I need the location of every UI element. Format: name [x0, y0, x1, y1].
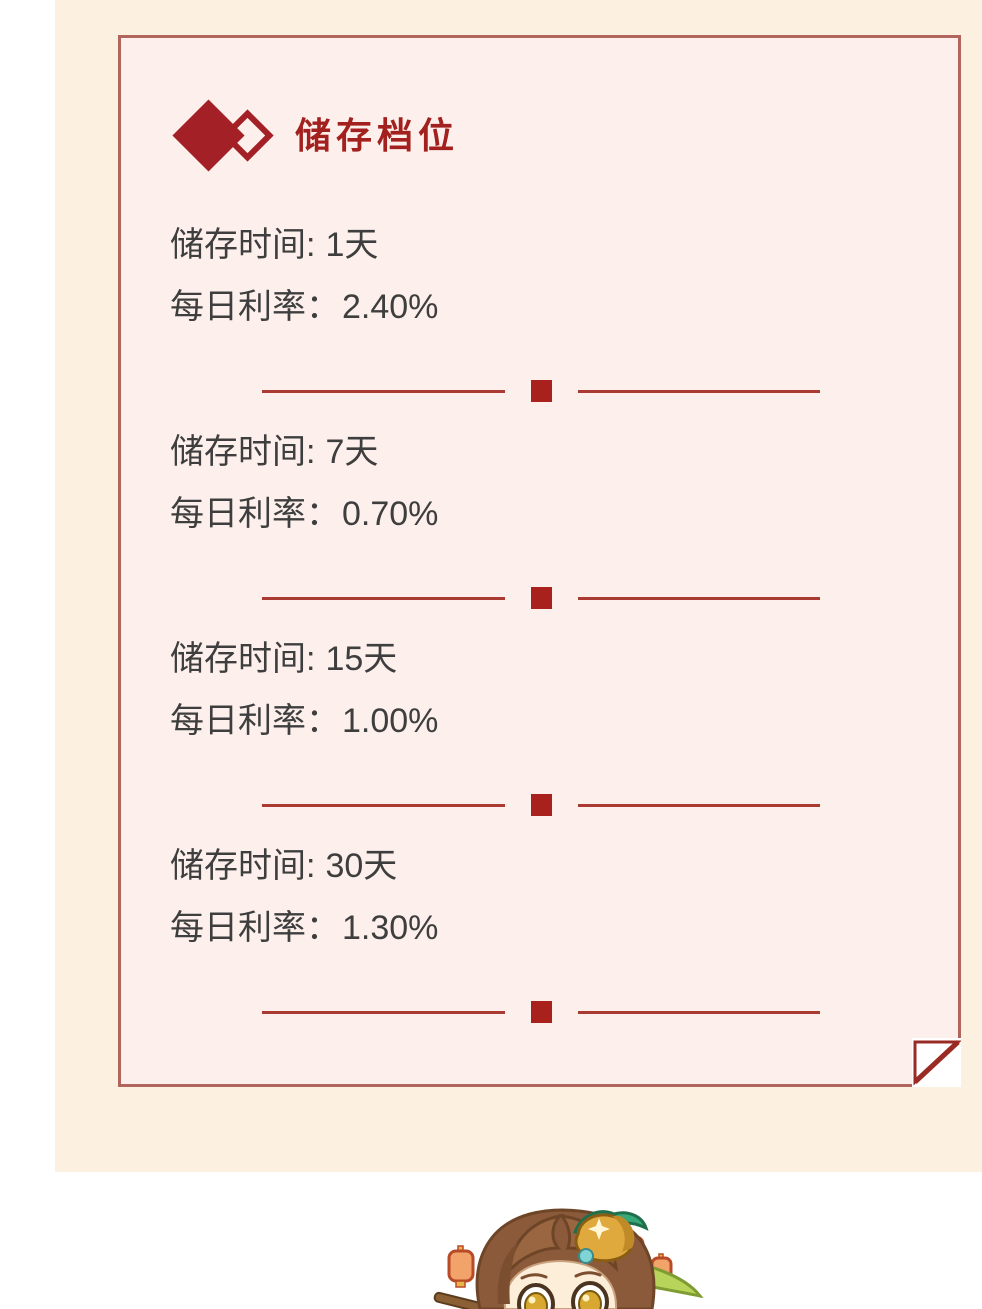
- rate-value: 0.70%: [342, 495, 439, 533]
- content-background: 储存档位 储存时间: 1天 每日利率：2.40%: [55, 0, 982, 1172]
- rate-value: 1.00%: [342, 702, 439, 740]
- storage-tier-card: 储存档位 储存时间: 1天 每日利率：2.40%: [118, 35, 961, 1087]
- red-square-icon: [530, 1001, 552, 1023]
- page-fold-icon: [912, 1038, 961, 1087]
- rate-value: 1.30%: [342, 909, 439, 947]
- tier-list: 储存时间: 1天 每日利率：2.40% 储存时间: 7天: [170, 224, 958, 1052]
- time-value: 1天: [325, 226, 379, 264]
- daily-rate-line: 每日利率：0.70%: [170, 493, 958, 535]
- section-divider: [262, 587, 820, 609]
- hair-ornament: [572, 1210, 649, 1264]
- tier-item-1day: 储存时间: 1天 每日利率：2.40%: [170, 224, 958, 402]
- storage-time-line: 储存时间: 15天: [170, 638, 958, 680]
- storage-time-line: 储存时间: 7天: [170, 431, 958, 473]
- section-divider: [262, 380, 820, 402]
- divider-line: [577, 389, 820, 393]
- divider-line: [577, 803, 820, 807]
- double-diamond-icon: [172, 96, 283, 188]
- time-label: 储存时间:: [170, 433, 316, 471]
- outline-diamond-icon: [221, 109, 274, 162]
- red-square-icon: [530, 587, 552, 609]
- section-divider: [262, 1001, 820, 1023]
- divider-line: [262, 389, 505, 393]
- divider-line: [577, 1010, 820, 1014]
- lantern-left: [447, 1245, 475, 1288]
- tier-item-15day: 储存时间: 15天 每日利率：1.00%: [170, 638, 958, 816]
- divider-line: [577, 596, 820, 600]
- eye-left: [517, 1283, 555, 1309]
- daily-rate-line: 每日利率：2.40%: [170, 286, 958, 328]
- time-label: 储存时间:: [170, 640, 316, 678]
- tier-item-30day: 储存时间: 30天 每日利率：1.30%: [170, 845, 958, 1023]
- time-value: 15天: [325, 640, 398, 678]
- daily-rate-line: 每日利率：1.30%: [170, 907, 958, 949]
- rate-label: 每日利率：: [170, 909, 340, 947]
- rate-label: 每日利率：: [170, 702, 340, 740]
- rate-label: 每日利率：: [170, 495, 340, 533]
- storage-time-line: 储存时间: 1天: [170, 224, 958, 266]
- time-label: 储存时间:: [170, 226, 316, 264]
- divider-line: [262, 1010, 505, 1014]
- tier-item-7day: 储存时间: 7天 每日利率：0.70%: [170, 431, 958, 609]
- divider-line: [262, 803, 505, 807]
- card-header: 储存档位: [172, 96, 460, 188]
- eye-right: [571, 1281, 609, 1309]
- red-square-icon: [530, 794, 552, 816]
- daily-rate-line: 每日利率：1.00%: [170, 700, 958, 742]
- chibi-girl-with-lanterns: [400, 1204, 730, 1309]
- rate-value: 2.40%: [342, 288, 439, 326]
- time-label: 储存时间:: [170, 847, 316, 885]
- section-title: 储存档位: [295, 115, 460, 156]
- red-square-icon: [530, 380, 552, 402]
- time-value: 30天: [325, 847, 398, 885]
- divider-line: [262, 596, 505, 600]
- time-value: 7天: [325, 433, 379, 471]
- rate-label: 每日利率：: [170, 288, 340, 326]
- storage-time-line: 储存时间: 30天: [170, 845, 958, 887]
- section-divider: [262, 794, 820, 816]
